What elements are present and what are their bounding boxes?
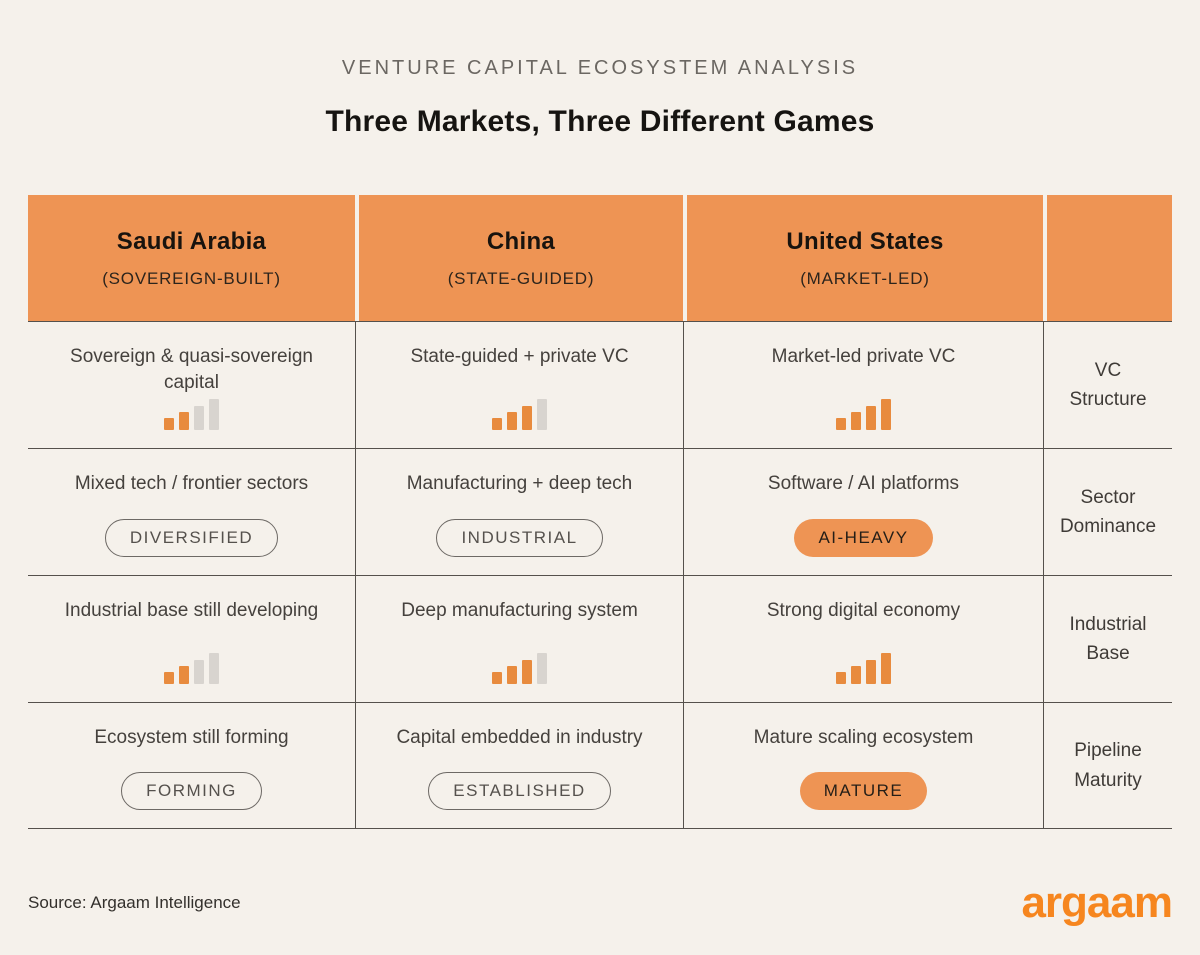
row-label-text: Sector Dominance [1059,486,1157,537]
cell-text: State-guided + private VC [410,346,629,367]
table-cell-china-vc-structure: State-guided + private VC [355,321,683,448]
column-header-china: China (STATE-GUIDED) [355,195,683,321]
bar-segment-filled [836,672,846,684]
cell-text: Industrial base still developing [64,600,319,621]
table-cell-saudi-vc-structure: Sovereign & quasi-sovereign capital [28,321,355,448]
bar-segment-filled [851,666,861,684]
table-cell-china-pipeline-maturity: Capital embedded in industry ESTABLISHED [355,702,683,829]
cell-text: Mixed tech / frontier sectors [74,473,309,494]
cell-text: Capital embedded in industry [396,727,643,748]
column-header-empty [1043,195,1172,321]
comparison-table: Saudi Arabia (SOVEREIGN-BUILT) China (ST… [28,195,1172,829]
bar-segment-empty [194,406,204,430]
bar-segment-empty [209,399,219,430]
bar-indicator [164,653,219,684]
cell-text: Software / AI platforms [767,473,960,494]
row-label-sector-dominance: Sector Dominance [1043,448,1172,575]
column-header-united-states: United States (MARKET-LED) [683,195,1043,321]
bar-indicator [836,399,891,430]
table-cell-us-sector-dominance: Software / AI platforms AI-HEAVY [683,448,1043,575]
column-subtitle: (MARKET-LED) [800,268,930,288]
bar-segment-filled [522,660,532,684]
kicker-text: VENTURE CAPITAL ECOSYSTEM ANALYSIS [341,57,859,79]
cell-text: Mature scaling ecosystem [753,727,974,748]
bar-segment-filled [492,418,502,430]
table-cell-china-sector-dominance: Manufacturing + deep tech INDUSTRIAL [355,448,683,575]
column-title: Saudi Arabia [116,227,267,255]
table-cell-saudi-sector-dominance: Mixed tech / frontier sectors DIVERSIFIE… [28,448,355,575]
cell-text: Market-led private VC [771,346,956,367]
row-label-text: Industrial Base [1069,613,1147,664]
cell-text: Manufacturing + deep tech [406,473,633,494]
bar-segment-filled [522,406,532,430]
cell-text: Strong digital economy [766,600,961,621]
column-header-saudi-arabia: Saudi Arabia (SOVEREIGN-BUILT) [28,195,355,321]
row-label-pipeline-maturity: Pipeline Maturity [1043,702,1172,829]
bar-segment-empty [537,399,547,430]
bar-indicator [492,653,547,684]
source-attribution: Source: Argaam Intelligence [28,893,241,912]
column-subtitle: (STATE-GUIDED) [447,268,595,288]
table-cell-us-industrial-base: Strong digital economy [683,575,1043,702]
bar-segment-filled [164,418,174,430]
bar-segment-filled [492,672,502,684]
bar-indicator [836,653,891,684]
status-badge-ai-heavy: AI-HEAVY [794,519,933,557]
cell-text: Sovereign & quasi-sovereign capital [70,346,313,393]
table-cell-us-pipeline-maturity: Mature scaling ecosystem MATURE [683,702,1043,829]
table-cell-saudi-industrial-base: Industrial base still developing [28,575,355,702]
bar-segment-filled [836,418,846,430]
row-label-text: VC Structure [1069,359,1147,410]
bar-segment-filled [881,399,891,430]
bar-segment-filled [866,660,876,684]
column-title: China [486,227,556,255]
row-label-vc-structure: VC Structure [1043,321,1172,448]
bar-segment-empty [537,653,547,684]
bar-indicator [164,399,219,430]
status-badge-forming: FORMING [121,772,262,810]
status-badge-diversified: DIVERSIFIED [104,519,279,557]
column-subtitle: (SOVEREIGN-BUILT) [102,268,281,288]
bar-segment-filled [164,672,174,684]
bar-segment-empty [194,660,204,684]
bar-segment-filled [881,653,891,684]
cell-text: Ecosystem still forming [94,727,289,748]
status-badge-established: ESTABLISHED [428,772,611,810]
table-cell-china-industrial-base: Deep manufacturing system [355,575,683,702]
bar-segment-filled [851,412,861,430]
bar-segment-filled [507,666,517,684]
table-cell-us-vc-structure: Market-led private VC [683,321,1043,448]
column-title: United States [786,227,944,255]
row-label-industrial-base: Industrial Base [1043,575,1172,702]
bar-segment-filled [507,412,517,430]
bar-segment-filled [866,406,876,430]
status-badge-mature: MATURE [799,772,928,810]
status-badge-industrial: INDUSTRIAL [436,519,603,557]
argaam-logo: argaam [1021,878,1173,927]
footer: Source: Argaam Intelligence argaam [28,878,1173,927]
cell-text: Deep manufacturing system [401,600,638,621]
bar-segment-filled [179,412,189,430]
bar-segment-filled [179,666,189,684]
row-label-text: Pipeline Maturity [1074,740,1142,791]
bar-segment-empty [209,653,219,684]
bar-indicator [492,399,547,430]
table-cell-saudi-pipeline-maturity: Ecosystem still forming FORMING [28,702,355,829]
page-title: Three Markets, Three Different Games [325,105,875,138]
